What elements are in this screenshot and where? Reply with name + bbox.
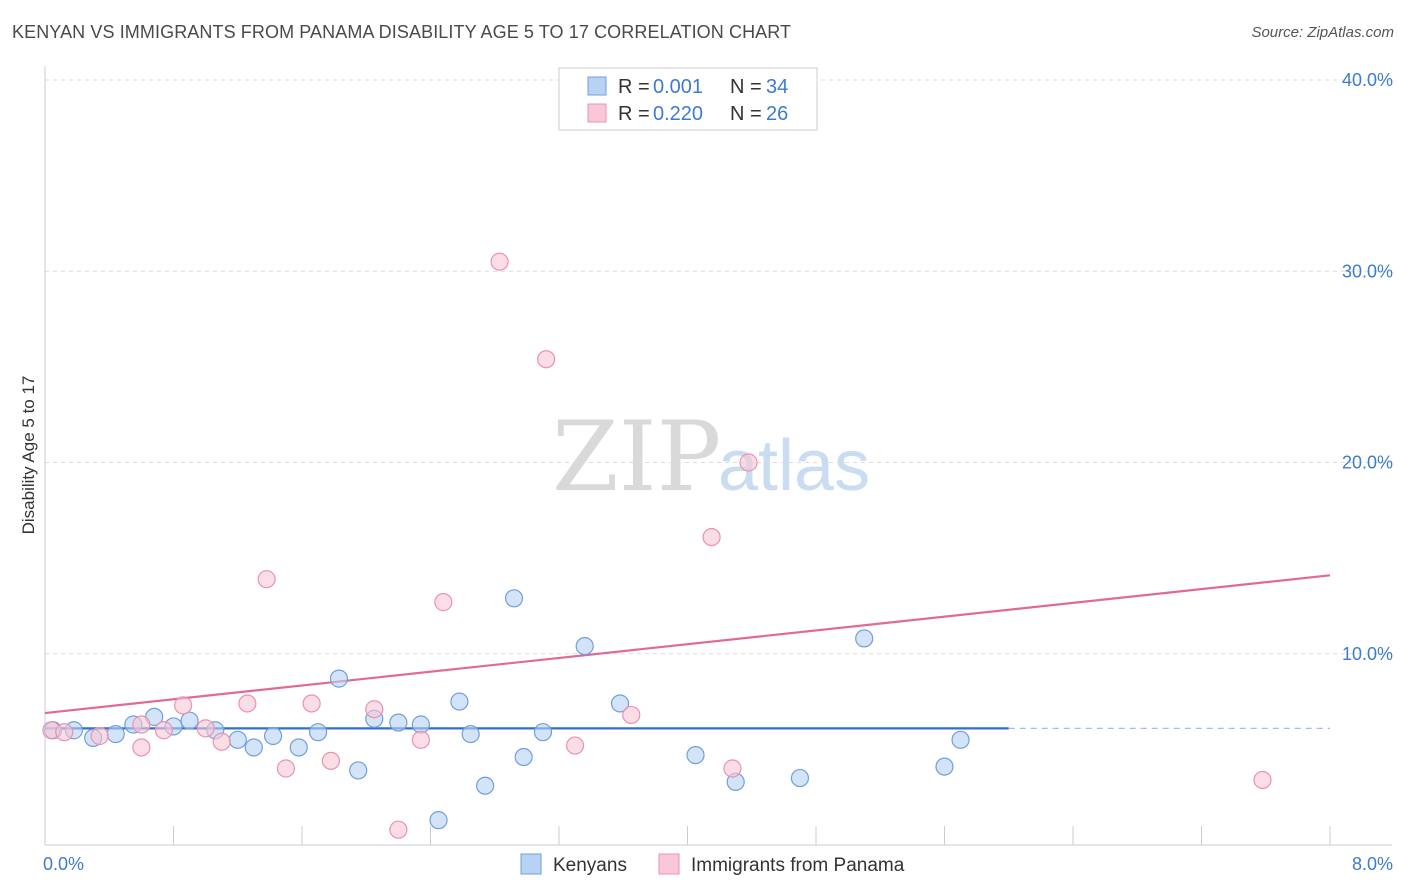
point-kenyans (855, 629, 874, 648)
y-tick-label: 10.0% (1342, 644, 1393, 664)
point-kenyans (308, 723, 328, 742)
watermark: ZIP atlas (552, 401, 870, 513)
point-panama (565, 736, 585, 755)
trend-lines (44, 574, 1331, 730)
bottom-legend: Kenyans Immigrants from Panama (520, 853, 905, 876)
point-kenyans (450, 692, 469, 711)
legend-panama-n-value: 26 (766, 103, 788, 125)
point-panama (132, 715, 151, 734)
point-kenyans (180, 711, 199, 730)
bottom-legend-panama: Immigrants from Panama (691, 855, 905, 876)
point-panama (365, 700, 384, 719)
point-panama (174, 696, 193, 715)
axes (44, 66, 1392, 846)
point-kenyans (289, 738, 308, 757)
point-kenyans (263, 726, 283, 746)
legend-kenyan-n-label: N = (730, 76, 762, 98)
point-kenyans (411, 715, 430, 734)
point-kenyans (686, 746, 705, 765)
point-kenyans (533, 723, 553, 742)
y-tick-label: 20.0% (1342, 453, 1393, 473)
point-panama (212, 732, 231, 751)
point-kenyans (951, 730, 970, 749)
point-panama (276, 759, 296, 778)
point-kenyans (389, 713, 408, 732)
point-panama (90, 726, 109, 746)
top-legend: R = 0.001 N = 34 R = 0.220 N = 26 (558, 67, 818, 131)
data-points (42, 252, 1272, 839)
legend-panama-r-label: R = (618, 103, 650, 125)
legend-swatch-kenyan (587, 76, 607, 96)
point-panama (154, 721, 173, 740)
point-panama (55, 723, 74, 742)
point-kenyans (935, 757, 954, 776)
point-panama (389, 820, 408, 839)
y-tick-label: 40.0% (1342, 70, 1393, 90)
bottom-legend-kenyan: Kenyans (553, 855, 627, 876)
point-panama (321, 751, 341, 770)
legend-kenyan-r-value: 0.001 (653, 76, 703, 98)
y-axis-label: Disability Age 5 to 17 (19, 376, 38, 535)
gridlines (45, 79, 1392, 655)
point-kenyans (429, 811, 448, 830)
legend-panama-n-label: N = (730, 103, 762, 125)
point-kenyans (244, 738, 263, 757)
point-panama (196, 719, 215, 738)
point-panama (739, 453, 758, 472)
point-kenyans (790, 768, 810, 788)
point-kenyans (349, 761, 368, 780)
bottom-legend-swatch-panama (658, 853, 680, 875)
tick-labels: 10.0% 20.0% 30.0% 40.0% 0.0% 8.0% (43, 70, 1393, 874)
point-panama (411, 730, 430, 749)
source-credit: Source: ZipAtlas.com (1251, 24, 1394, 41)
point-panama (622, 705, 641, 725)
point-panama (1253, 770, 1272, 790)
point-kenyans (461, 724, 480, 744)
legend-swatch-panama (587, 103, 607, 123)
legend-kenyan-n-value: 34 (766, 76, 788, 98)
legend-panama-r-value: 0.220 (653, 103, 703, 125)
bottom-legend-swatch-kenyan (520, 853, 542, 875)
point-panama (490, 252, 509, 271)
point-kenyans (228, 730, 247, 749)
chart-title: KENYAN VS IMMIGRANTS FROM PANAMA DISABIL… (12, 22, 792, 42)
point-panama (132, 738, 151, 757)
trend-line-panama (44, 574, 1331, 715)
point-panama (302, 694, 321, 713)
point-panama (537, 350, 556, 369)
point-kenyans (329, 669, 349, 688)
point-kenyans (504, 589, 524, 608)
watermark-zip: ZIP (552, 401, 721, 513)
x-tick-label: 0.0% (43, 854, 84, 874)
point-kenyans (610, 694, 630, 713)
point-panama (723, 759, 742, 778)
point-kenyans (514, 747, 533, 767)
point-panama (434, 593, 453, 612)
point-panama (702, 527, 721, 547)
point-kenyans (476, 776, 495, 795)
point-panama (257, 570, 276, 589)
point-panama (238, 694, 257, 713)
point-kenyans (106, 724, 125, 744)
y-tick-label: 30.0% (1342, 261, 1393, 281)
point-kenyans (575, 636, 594, 656)
legend-kenyan-r-label: R = (618, 76, 650, 98)
x-tick-label: 8.0% (1352, 854, 1393, 874)
